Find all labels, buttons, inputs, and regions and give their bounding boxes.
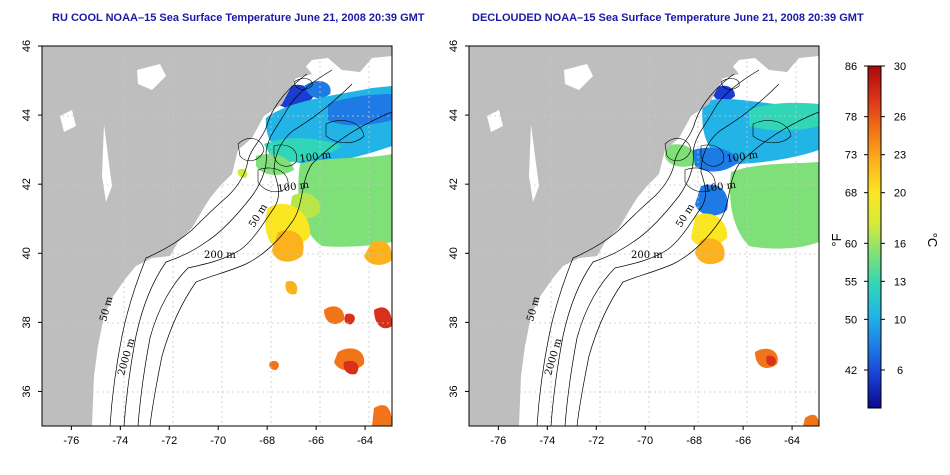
- left-lat-tick-label: 46: [21, 40, 33, 52]
- right-lon-tick-label: -74: [539, 435, 555, 447]
- fahrenheit-tick-label: 55: [845, 276, 857, 288]
- right-lon-tick-label: -70: [637, 435, 653, 447]
- left-lon-tick-label: -68: [259, 435, 275, 447]
- right-lat-tick-label: 36: [448, 385, 460, 397]
- right-lon-tick-label: -64: [784, 435, 800, 447]
- left-lon-tick-label: -66: [308, 435, 324, 447]
- right-lat-tick-label: 42: [448, 178, 460, 190]
- left-lon-tick-label: -70: [210, 435, 226, 447]
- colorbar-ticks: 30 86 26 78 23 73 20 68 16 60 13 55 10 50 6 42: [845, 61, 906, 377]
- left-lat-tick-label: 38: [21, 316, 33, 328]
- left-lon-tick-label: -74: [112, 435, 128, 447]
- left-map-frame: [41, 45, 393, 427]
- celsius-tick-label: 16: [894, 238, 906, 250]
- colorbar: 30 86 26 78 23 73 20 68 16 60 13 55 10 50 6 42 °F °C: [829, 61, 940, 409]
- celsius-tick-label: 20: [894, 188, 906, 200]
- celsius-tick-label: 26: [894, 112, 906, 124]
- fahrenheit-unit-label: °F: [829, 233, 844, 246]
- celsius-unit-label: °C: [925, 233, 940, 248]
- right-map-frame: [468, 45, 820, 427]
- fahrenheit-tick-label: 68: [845, 188, 857, 200]
- colorbar-ramp: [867, 65, 882, 409]
- right-lat-tick-label: 38: [448, 316, 460, 328]
- left-panel-title: RU COOL NOAA–15 Sea Surface Temperature …: [52, 12, 425, 24]
- fahrenheit-tick-label: 60: [845, 238, 857, 250]
- left-lat-tick-label: 42: [21, 178, 33, 190]
- right-lon-tick-label: -68: [686, 435, 702, 447]
- fahrenheit-tick-label: 50: [845, 314, 857, 326]
- celsius-tick-label: 10: [894, 314, 906, 326]
- fahrenheit-tick-label: 78: [845, 112, 857, 124]
- celsius-tick-label: 23: [894, 150, 906, 162]
- left-lat-tick-label: 36: [21, 385, 33, 397]
- fahrenheit-tick-label: 42: [845, 365, 857, 377]
- isobath-label-100m: 100 m: [726, 150, 759, 165]
- left-lat-tick-label: 44: [21, 109, 33, 121]
- right-lon-tick-label: -72: [588, 435, 604, 447]
- right-sst-map: 100 m 100 m 50 m 200 m 50 m 2000 m: [468, 45, 820, 427]
- left-lon-tick-label: -72: [161, 435, 177, 447]
- left-sst-map: 100 m 100 m 50 m 200 m 50 m 2000 m: [41, 45, 393, 427]
- right-panel-title: DECLOUDED NOAA–15 Sea Surface Temperatur…: [472, 12, 864, 24]
- celsius-tick-label: 30: [894, 61, 906, 73]
- celsius-tick-label: 13: [894, 276, 906, 288]
- right-lat-tick-label: 46: [448, 40, 460, 52]
- fahrenheit-tick-label: 86: [845, 61, 857, 73]
- right-lon-tick-label: -76: [490, 435, 506, 447]
- isobath-label-100m-b: 100 m: [277, 180, 310, 195]
- isobath-label-200m: 200 m: [631, 250, 663, 261]
- left-lon-tick-label: -64: [357, 435, 373, 447]
- isobath-label-100m: 100 m: [299, 150, 332, 165]
- right-lat-tick-label: 44: [448, 109, 460, 121]
- left-lat-tick-label: 40: [21, 247, 33, 259]
- right-lat-tick-label: 40: [448, 247, 460, 259]
- left-lon-tick-label: -76: [63, 435, 79, 447]
- map-axes: -76 -74 -72 -70 -68 -66 -64 36 38 40 42 44 46 -76 -74 -…: [21, 40, 800, 447]
- fahrenheit-tick-label: 73: [845, 150, 857, 162]
- isobath-label-100m-b: 100 m: [704, 180, 737, 195]
- celsius-tick-label: 6: [897, 365, 903, 377]
- right-lon-tick-label: -66: [735, 435, 751, 447]
- isobath-label-200m: 200 m: [204, 250, 236, 261]
